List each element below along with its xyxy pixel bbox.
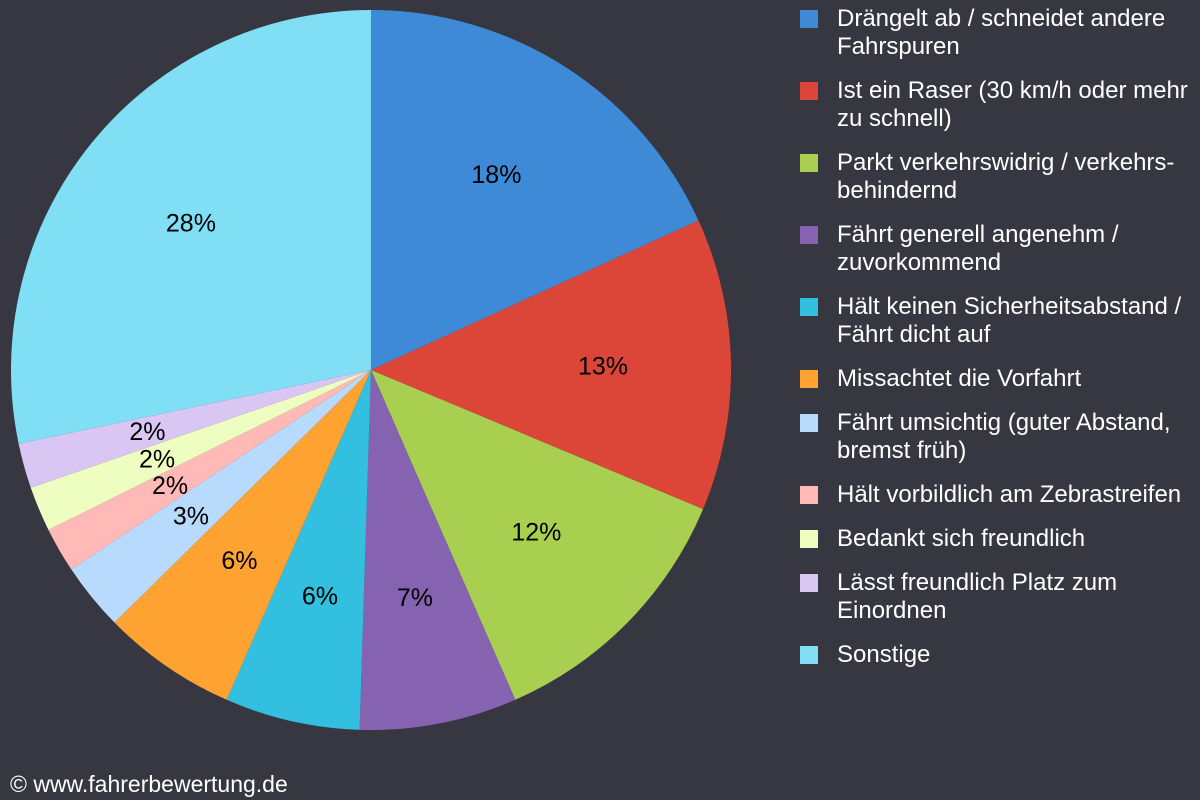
slice-label: 2% (129, 418, 165, 446)
slice-label: 3% (173, 502, 209, 530)
legend-swatch (800, 298, 818, 316)
legend-label: Hält keinen Sicherheitsabstand / Fährt d… (837, 293, 1182, 348)
legend-label: Lässt freundlich Platz zum Einordnen (837, 569, 1118, 624)
pie-slice (371, 370, 704, 700)
legend-swatch (800, 646, 818, 664)
legend-swatch (800, 154, 818, 172)
legend-label: Ist ein Raser (30 km/h oder mehr zu schn… (837, 77, 1188, 132)
slice-label: 6% (302, 582, 338, 610)
legend-item: Hält vorbildlich am Zebrastreifen (800, 481, 1200, 509)
legend-label: Missachtet die Vorfahrt (837, 365, 1082, 392)
pie-chart: 18%13%12%7%6%6%3%2%2%2%28% (10, 10, 732, 730)
pie-slice (71, 370, 372, 623)
legend-swatch (800, 10, 818, 28)
legend-item: Missachtet die Vorfahrt (800, 365, 1200, 393)
pie-slice (18, 370, 372, 488)
legend-swatch (800, 370, 818, 388)
slice-label: 18% (471, 161, 521, 189)
legend-label: Sonstige (837, 641, 931, 668)
copyright-footer: © www.fahrerbewertung.de (10, 771, 288, 797)
slice-label: 2% (139, 446, 175, 474)
legend-label: Fährt umsichtig (guter Abstand, bremst f… (837, 409, 1171, 464)
legend-label: Drängelt ab / schneidet andere Fahrspure… (837, 5, 1166, 60)
legend-swatch (800, 414, 818, 432)
pie-slice (371, 10, 699, 370)
legend-swatch (800, 226, 818, 244)
legend-swatch (800, 486, 818, 504)
legend-label: Bedankt sich freundlich (837, 525, 1086, 552)
legend-item: Drängelt ab / schneidet andere Fahrspure… (800, 5, 1200, 61)
legend-swatch (800, 574, 818, 592)
pie-slice (226, 370, 371, 730)
legend-label: Hält vorbildlich am Zebrastreifen (837, 481, 1182, 508)
slice-label: 6% (221, 547, 257, 575)
legend-item: Ist ein Raser (30 km/h oder mehr zu schn… (800, 77, 1200, 133)
legend-item: Lässt freundlich Platz zum Einordnen (800, 569, 1200, 625)
legend-item: Parkt verkehrswidrig / verkehrs-behinder… (800, 149, 1200, 205)
legend-item: Fährt umsichtig (guter Abstand, bremst f… (800, 409, 1200, 465)
legend-swatch (800, 530, 818, 548)
legend-item: Sonstige (800, 641, 1200, 669)
pie-slice (371, 220, 732, 510)
legend-item: Fährt generell angenehm / zuvorkommend (800, 221, 1200, 277)
legend-item: Hält keinen Sicherheitsabstand / Fährt d… (800, 293, 1200, 349)
slice-label: 28% (166, 210, 216, 238)
pie-slice (10, 10, 372, 444)
pie-slice (48, 370, 372, 570)
legend-item: Bedankt sich freundlich (800, 525, 1200, 553)
slice-label: 7% (397, 584, 433, 612)
slice-label: 12% (511, 519, 561, 547)
pie-slice (30, 370, 371, 530)
slice-label: 13% (578, 352, 628, 380)
pie-slice (114, 370, 371, 700)
legend-swatch (800, 82, 818, 100)
legend: Drängelt ab / schneidet andere Fahrspure… (800, 5, 1200, 685)
legend-label: Parkt verkehrswidrig / verkehrs-behinder… (837, 149, 1175, 204)
slice-label: 2% (152, 472, 188, 500)
pie-slice (359, 370, 516, 730)
legend-label: Fährt generell angenehm / zuvorkommend (837, 221, 1119, 276)
